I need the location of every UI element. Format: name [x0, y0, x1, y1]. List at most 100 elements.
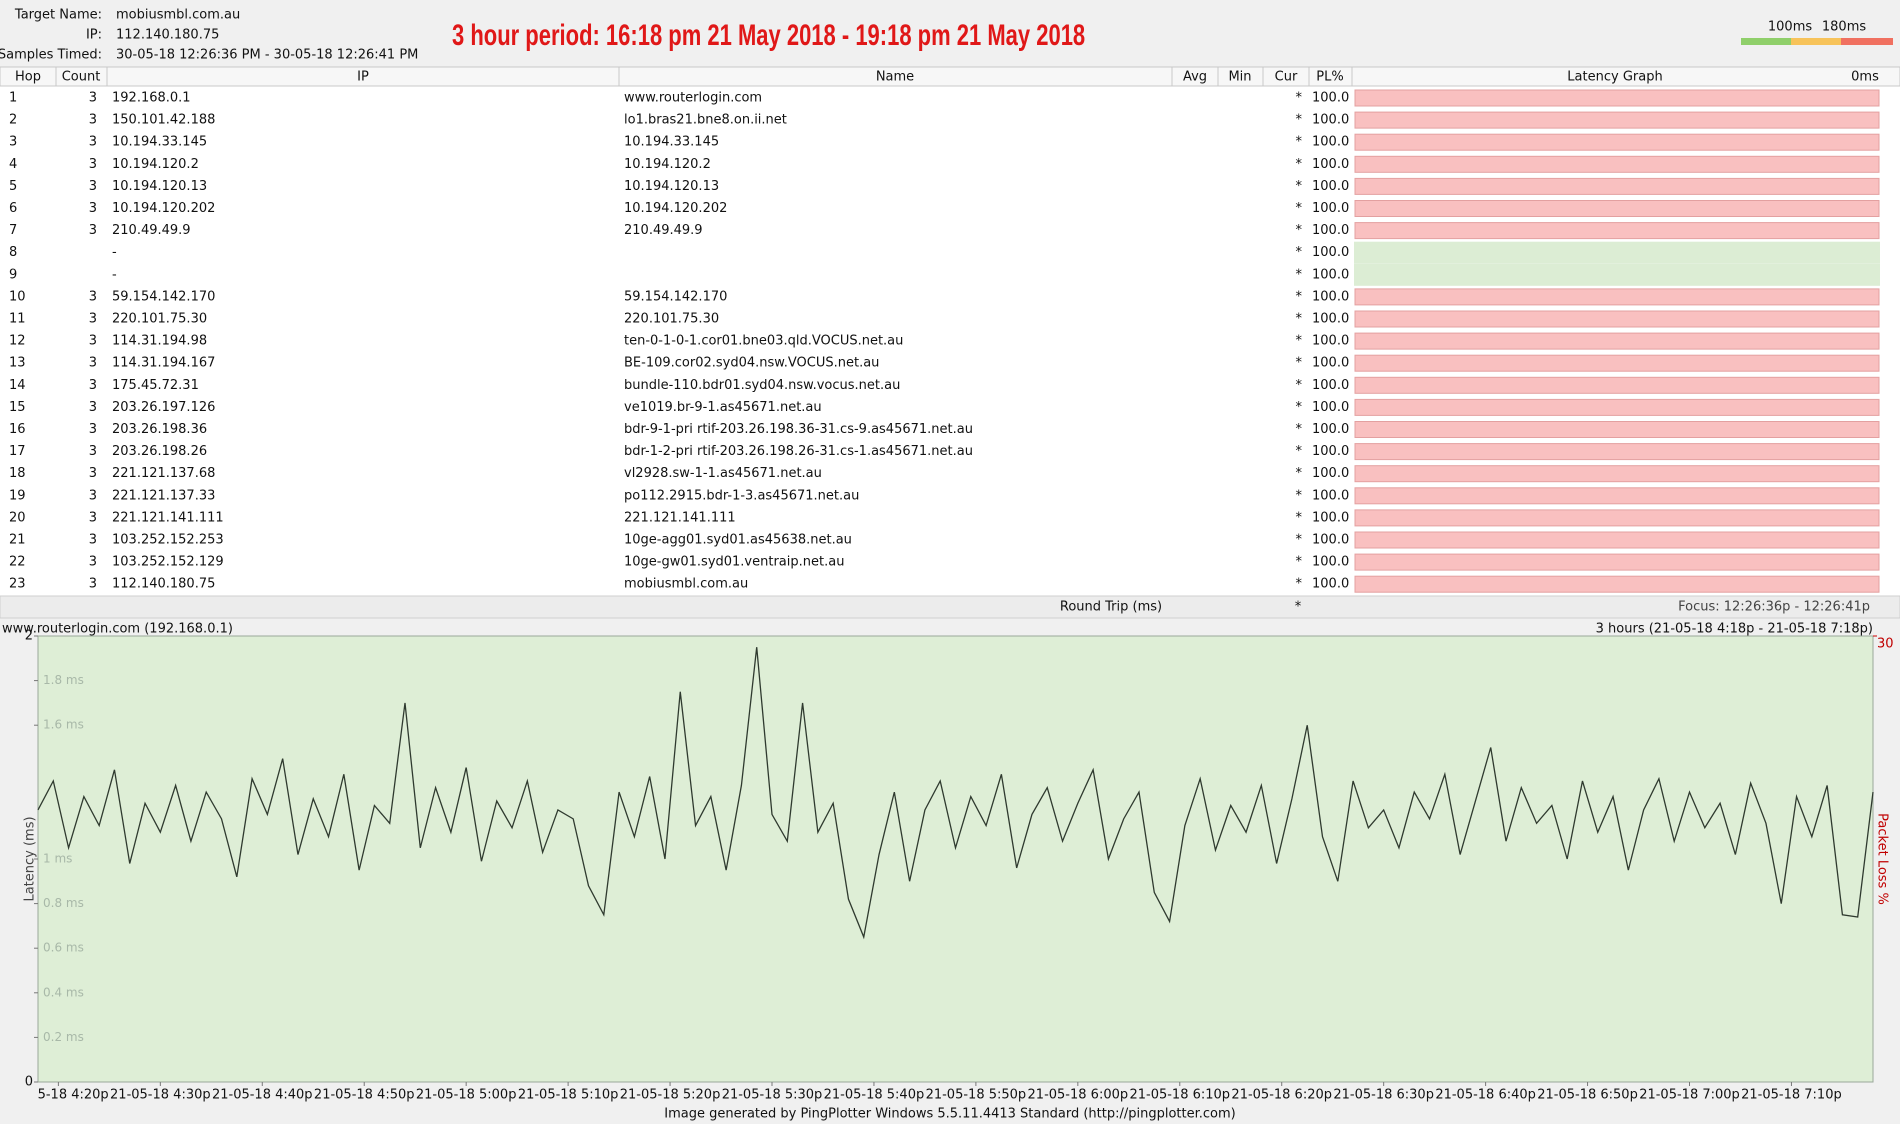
- x-tick-label: 21-05-18 6:50p: [1537, 1088, 1638, 1103]
- chart-title: www.routerlogin.com (192.168.0.1): [2, 622, 233, 637]
- x-tick-label: 21-05-18 6:00p: [1028, 1088, 1129, 1103]
- packet-loss: 100.0: [1312, 356, 1349, 371]
- loss-bar: [1354, 310, 1880, 328]
- label: Target Name:: [14, 8, 102, 23]
- table-header: [0, 66, 1900, 87]
- loss-bar: [1354, 421, 1880, 438]
- count: 3: [89, 510, 97, 525]
- loss-bar: [1354, 155, 1880, 173]
- count: 3: [89, 135, 97, 150]
- x-tick-label: 21-05-18 4:40p: [212, 1088, 313, 1103]
- target-name: mobiusmbl.com.au: [116, 8, 240, 23]
- ip: 203.26.198.36: [112, 422, 207, 437]
- cur: *: [1296, 201, 1303, 216]
- packet-loss: 100.0: [1312, 400, 1349, 415]
- packet-loss: 100.0: [1312, 444, 1349, 459]
- count: 3: [89, 334, 97, 349]
- hop: 2: [9, 113, 17, 128]
- hop: 19: [9, 488, 26, 503]
- column-header: 0ms: [1851, 70, 1879, 85]
- count: 3: [89, 533, 97, 548]
- summary-cur: *: [1295, 600, 1302, 615]
- loss-bar: [1354, 465, 1880, 483]
- x-tick-label: 21-05-18 4:30p: [110, 1088, 211, 1103]
- ip: -: [112, 267, 117, 282]
- count: 3: [89, 555, 97, 570]
- loss-bar: [1354, 133, 1880, 151]
- ip: 192.168.0.1: [112, 91, 191, 106]
- hop: 12: [9, 334, 26, 349]
- packet-loss: 100.0: [1312, 267, 1349, 282]
- x-tick-label: 21-05-18 5:50p: [926, 1088, 1027, 1103]
- name: lo1.bras21.bne8.on.ii.net: [624, 113, 787, 128]
- loss-bar: [1354, 376, 1880, 394]
- packet-loss: 100.0: [1312, 334, 1349, 349]
- latency-chart: 0 0.2 ms 0.4 ms 0.6 ms 0.8 ms 1 ms 1.6 ms 1.8 m…: [23, 629, 1894, 1103]
- empty-graph-cell: [1354, 263, 1880, 286]
- ip: 10.194.33.145: [112, 135, 207, 150]
- column-header: Latency Graph: [1567, 70, 1662, 85]
- ip: 220.101.75.30: [112, 312, 207, 327]
- name: 59.154.142.170: [624, 289, 727, 304]
- scale-label: 180ms: [1822, 20, 1866, 35]
- ip: 10.194.120.13: [112, 179, 207, 194]
- loss-bar: [1354, 443, 1880, 461]
- x-tick-label: 21-05-18 5:00p: [416, 1088, 517, 1103]
- packet-loss: 100.0: [1312, 577, 1349, 592]
- count: 3: [89, 179, 97, 194]
- cur: *: [1296, 510, 1303, 525]
- hop: 8: [9, 245, 17, 260]
- loss-bar: [1354, 177, 1880, 195]
- footer: Image generated by PingPlotter Windows 5…: [664, 1107, 1235, 1122]
- cur: *: [1296, 400, 1303, 415]
- name: vl2928.sw-1-1.as45671.net.au: [624, 466, 822, 481]
- y-tick-label: 1 ms: [43, 852, 72, 866]
- hop: 17: [9, 444, 26, 459]
- cur: *: [1296, 223, 1303, 238]
- hop: 14: [9, 378, 26, 393]
- loss-bar: [1354, 531, 1880, 549]
- loss-bar: [1354, 553, 1880, 571]
- hop-table: [0, 67, 1900, 596]
- cur: *: [1296, 356, 1303, 371]
- name: ve1019.br-9-1.as45671.net.au: [624, 400, 822, 415]
- count: 3: [89, 488, 97, 503]
- y-tick-label: 1.6 ms: [43, 718, 84, 732]
- hop: 16: [9, 422, 26, 437]
- loss-bar: [1354, 111, 1880, 129]
- y-tick-label: 0.2 ms: [43, 1030, 84, 1044]
- label: Samples Timed:: [0, 48, 102, 63]
- name: po112.2915.bdr-1-3.as45671.net.au: [624, 488, 859, 503]
- count: 3: [89, 223, 97, 238]
- column-header: Name: [876, 70, 914, 85]
- target-ip: 112.140.180.75: [116, 28, 219, 43]
- packet-loss: 100.0: [1312, 245, 1349, 260]
- packet-loss: 100.0: [1312, 466, 1349, 481]
- cur: *: [1296, 555, 1303, 570]
- cur: *: [1296, 267, 1303, 282]
- ip: 10.194.120.2: [112, 157, 199, 172]
- hop: 1: [9, 91, 17, 106]
- name: mobiusmbl.com.au: [624, 577, 748, 592]
- x-tick-label: 21-05-18 5:40p: [824, 1088, 925, 1103]
- y-tick-label: 2: [25, 629, 33, 644]
- loss-bar: [1354, 354, 1880, 372]
- name: 221.121.141.111: [624, 510, 736, 525]
- hop: 22: [9, 555, 26, 570]
- ip: 59.154.142.170: [112, 289, 215, 304]
- column-header: IP: [357, 70, 369, 85]
- ip: 150.101.42.188: [112, 113, 215, 128]
- ip: 210.49.49.9: [112, 223, 191, 238]
- loss-bar: [1354, 222, 1880, 240]
- column-header: Avg: [1183, 70, 1207, 85]
- cur: *: [1296, 422, 1303, 437]
- table-body: Hop Count IP Name Avg Min Cur PL% Latency Graph 0…: [9, 67, 1880, 593]
- y-tick-label: 0.8 ms: [43, 896, 84, 910]
- hop: 21: [9, 533, 26, 548]
- cur: *: [1296, 334, 1303, 349]
- summary-label: Round Trip (ms): [1060, 600, 1162, 615]
- count: 3: [89, 312, 97, 327]
- cur: *: [1296, 312, 1303, 327]
- column-header: Hop: [15, 70, 41, 85]
- name: 10.194.120.202: [624, 201, 727, 216]
